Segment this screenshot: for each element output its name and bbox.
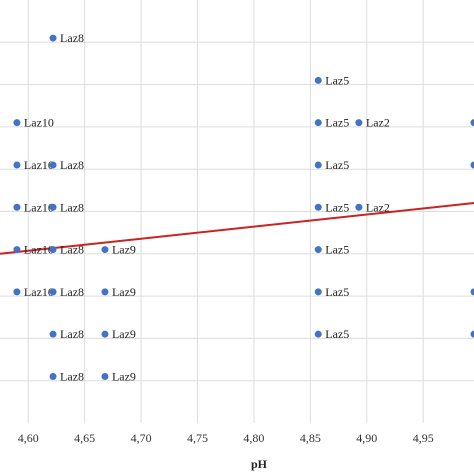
data-point: [101, 288, 109, 296]
point-label: Laz2: [366, 200, 390, 214]
point-label: Laz8: [60, 243, 84, 257]
data-point: [49, 246, 57, 254]
x-tick-label: 4,85: [300, 431, 321, 445]
points-layer: Laz8 Laz5 Laz10 Laz5 Laz2 Laz10 Laz8 Laz5 Laz10 L…: [13, 31, 474, 383]
data-point: [314, 246, 322, 254]
data-point: [49, 203, 57, 211]
x-tick-label: 4,75: [187, 431, 208, 445]
point-label: Laz5: [325, 285, 349, 299]
data-point: [470, 288, 474, 296]
point-label: Laz9: [112, 327, 136, 341]
data-point: [49, 34, 57, 42]
x-tick-label: 4,95: [413, 431, 434, 445]
point-label: Laz10: [24, 200, 54, 214]
data-point: [470, 330, 474, 338]
point-label: Laz8: [60, 369, 84, 383]
data-point: [49, 161, 57, 169]
x-tick-label: 4,90: [356, 431, 377, 445]
data-point: [49, 288, 57, 296]
point-label: Laz5: [325, 73, 349, 87]
data-point: [470, 119, 474, 127]
data-point: [355, 203, 363, 211]
data-point: [49, 330, 57, 338]
data-point: [314, 203, 322, 211]
point-label: Laz9: [112, 369, 136, 383]
data-point: [314, 161, 322, 169]
x-tick-label: 4,80: [243, 431, 264, 445]
point-label: Laz2: [366, 116, 390, 130]
data-point: [13, 203, 21, 211]
point-label: Laz10: [24, 158, 54, 172]
point-label: Laz8: [60, 31, 84, 45]
x-tick-label: 4,60: [18, 431, 39, 445]
data-point: [470, 161, 474, 169]
data-point: [314, 330, 322, 338]
x-tick-labels: 4,60 4,65 4,70 4,75 4,80 4,85 4,90 4,95: [18, 431, 434, 445]
point-label: Laz8: [60, 158, 84, 172]
x-tick-label: 4,65: [74, 431, 95, 445]
point-label: Laz5: [325, 116, 349, 130]
point-label: Laz9: [112, 243, 136, 257]
data-point: [101, 330, 109, 338]
data-point: [13, 119, 21, 127]
point-label: Laz10: [24, 285, 54, 299]
data-point: [49, 372, 57, 380]
point-label: Laz8: [60, 327, 84, 341]
point-label: Laz5: [325, 243, 349, 257]
data-point: [314, 119, 322, 127]
point-label: Laz8: [60, 285, 84, 299]
data-point: [101, 372, 109, 380]
data-point: [101, 246, 109, 254]
x-tick-label: 4,70: [131, 431, 152, 445]
point-label: Laz5: [325, 327, 349, 341]
x-axis-title: pH: [251, 457, 268, 471]
data-point: [314, 76, 322, 84]
point-label: Laz9: [112, 285, 136, 299]
point-label: Laz5: [325, 158, 349, 172]
point-label: Laz8: [60, 200, 84, 214]
point-label: Laz5: [325, 200, 349, 214]
trendline: [0, 202, 474, 255]
data-point: [13, 246, 21, 254]
data-point: [13, 288, 21, 296]
trendline-layer: [0, 202, 474, 255]
point-label: Laz10: [24, 116, 54, 130]
point-label: Laz10: [24, 243, 54, 257]
data-point: [13, 161, 21, 169]
data-point: [314, 288, 322, 296]
data-point: [355, 119, 363, 127]
